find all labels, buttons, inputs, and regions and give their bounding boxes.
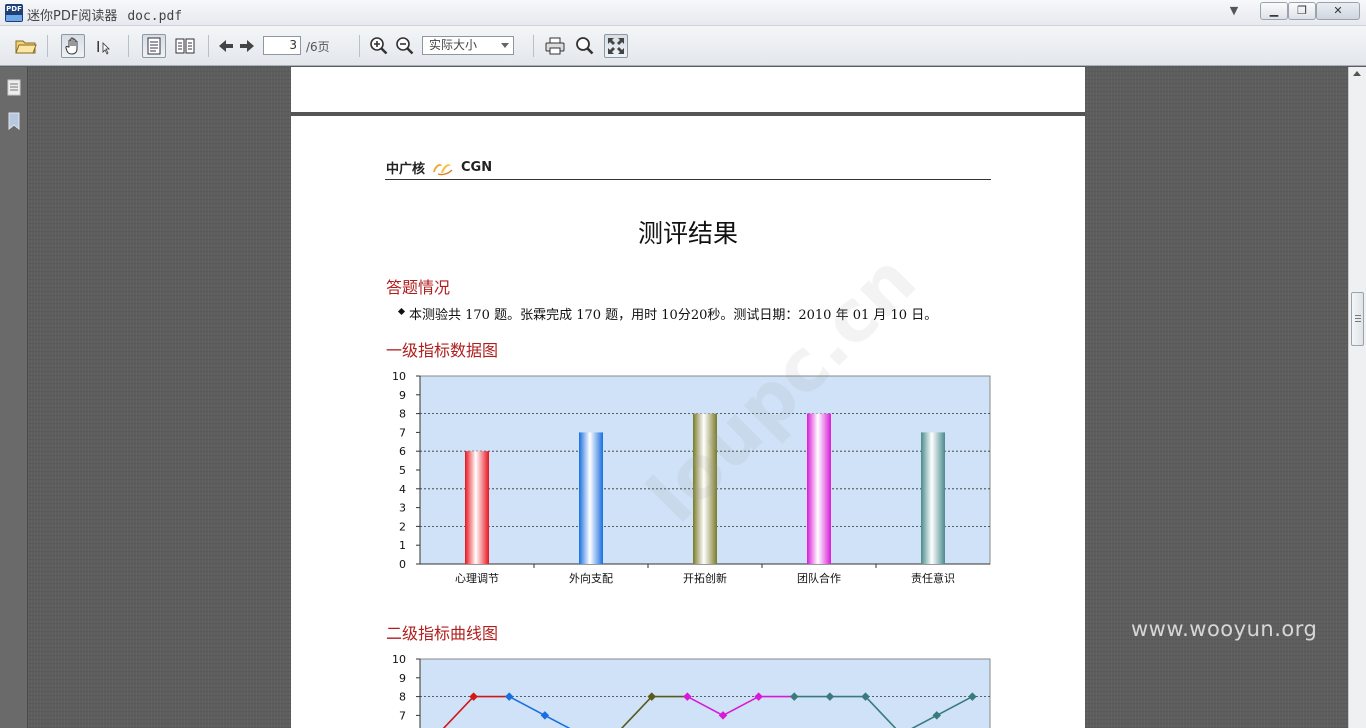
- y-tick-label: 5: [399, 464, 406, 477]
- scrollbar-grip-icon: [1355, 315, 1361, 316]
- two-page-icon[interactable]: [173, 34, 197, 58]
- page-number-input[interactable]: 3: [263, 36, 301, 55]
- line-segment: [508, 695, 546, 717]
- bar-外向支配: [579, 432, 603, 564]
- prev-page-icon[interactable]: [214, 34, 238, 58]
- line-segment: [722, 695, 759, 717]
- open-folder-icon[interactable]: [14, 34, 38, 58]
- file-name: doc.pdf: [127, 9, 183, 24]
- x-tick-label: 开拓创新: [683, 571, 727, 585]
- y-tick-label: 2: [399, 520, 406, 533]
- previous-page-bottom: [291, 67, 1085, 112]
- bookmark-icon[interactable]: [7, 112, 21, 131]
- logo-text-en: CGN: [461, 160, 493, 175]
- window-controls: ▁ ❐ ✕: [1260, 2, 1360, 20]
- level1-bar-chart: 0 1 2 3 4 5 6 7 8 9 10 心理调节 外向支配 开拓创新 团队合作 责任意识: [392, 370, 991, 585]
- toolbar-separator: [359, 35, 360, 57]
- y-tick-label: 8: [399, 691, 406, 704]
- x-tick-label: 责任意识: [911, 571, 955, 585]
- restore-button[interactable]: ❐: [1288, 2, 1316, 20]
- toolbar-separator: [533, 35, 534, 57]
- logo-text-cn: 中广核: [386, 162, 426, 177]
- toolbar: I 3 /6页 实际大小: [0, 26, 1366, 66]
- line-segment: [911, 714, 938, 728]
- left-sidebar: [0, 67, 28, 728]
- level2-line-chart: 7 8 9 10: [392, 653, 991, 728]
- x-tick-label: 外向支配: [569, 571, 613, 585]
- y-tick-label: 1: [399, 539, 406, 552]
- logo-swirl-icon: [433, 163, 453, 175]
- minimize-button[interactable]: ▁: [1260, 2, 1288, 20]
- bar-责任意识: [921, 432, 945, 564]
- line-segment: [544, 714, 571, 728]
- app-icon: PDF: [5, 4, 23, 22]
- bullet-icon: [397, 307, 406, 316]
- bar-团队合作: [807, 413, 831, 564]
- window-menu-icon[interactable]: ▼: [1229, 4, 1239, 17]
- y-tick-label: 9: [399, 672, 406, 685]
- plot-area: [419, 658, 991, 728]
- x-tick-label: 团队合作: [797, 571, 841, 585]
- summary-bullet: 本测验共 170 题。张霖完成 170 题，用时 10分20秒。测试日期：201…: [397, 304, 938, 323]
- y-tick-label: 7: [399, 709, 406, 722]
- next-page-icon[interactable]: [235, 34, 259, 58]
- toolbar-separator: [128, 35, 129, 57]
- zoom-value: 实际大小: [429, 38, 478, 52]
- bar-开拓创新: [693, 413, 717, 564]
- x-tick-label: 心理调节: [455, 572, 499, 585]
- window-title: 迷你PDF阅读器 doc.pdf: [27, 5, 182, 24]
- fullscreen-icon[interactable]: [604, 34, 628, 58]
- y-tick-label: 9: [399, 389, 406, 402]
- pdf-page: 中广核 CGN 测评结果 答题情况 本测验共 170 题。张霖完成 170 题，…: [291, 116, 1085, 728]
- y-tick-label: 0: [399, 558, 406, 571]
- header-rule: [385, 179, 991, 180]
- zoom-out-icon[interactable]: [393, 34, 417, 58]
- line-segment: [936, 695, 973, 717]
- data-point: [469, 692, 478, 701]
- chevron-down-icon: [501, 43, 509, 48]
- hand-tool-icon[interactable]: [61, 34, 85, 58]
- print-icon[interactable]: [543, 34, 567, 58]
- title-bar: PDF 迷你PDF阅读器 doc.pdf ▼ ▁ ❐ ✕: [0, 0, 1366, 26]
- page-separator: [291, 112, 1085, 116]
- y-tick-label: 4: [399, 483, 406, 496]
- y-tick-label: 10: [392, 370, 406, 383]
- scrollbar-thumb[interactable]: [1351, 292, 1364, 346]
- section-heading-level2-chart: 二级指标曲线图: [386, 624, 499, 643]
- zoom-in-icon[interactable]: [367, 34, 391, 58]
- header-logo: 中广核 CGN: [386, 158, 492, 177]
- y-tick-label: 7: [399, 426, 406, 439]
- toolbar-separator: [47, 35, 48, 57]
- toolbar-separator: [208, 35, 209, 57]
- y-tick-label: 3: [399, 502, 406, 515]
- find-icon[interactable]: [573, 34, 597, 58]
- svg-text:I: I: [96, 38, 100, 55]
- select-text-icon[interactable]: I: [92, 34, 116, 58]
- summary-text: 本测验共 170 题。张霖完成 170 题，用时 10分20秒。测试日期：201…: [409, 308, 938, 323]
- section-heading-level1-chart: 一级指标数据图: [386, 341, 499, 360]
- scroll-up-icon[interactable]: [1353, 71, 1361, 76]
- data-point: [505, 692, 514, 701]
- y-tick-label: 6: [399, 445, 406, 458]
- section-heading-answers: 答题情况: [386, 278, 451, 297]
- page-total: /6页: [306, 40, 330, 54]
- bar-心理调节: [465, 451, 489, 564]
- line-segment: [687, 695, 724, 717]
- zoom-select[interactable]: 实际大小: [422, 36, 514, 55]
- document-title: 测评结果: [637, 219, 738, 248]
- app-name: 迷你PDF阅读器: [27, 9, 118, 24]
- thumbnails-icon[interactable]: [7, 79, 21, 96]
- document-viewport[interactable]: 中广核 CGN 测评结果 答题情况 本测验共 170 题。张霖完成 170 题，…: [28, 67, 1348, 728]
- site-watermark: www.wooyun.org: [1131, 617, 1318, 641]
- close-button[interactable]: ✕: [1316, 2, 1360, 20]
- vertical-scrollbar[interactable]: [1348, 67, 1366, 728]
- y-tick-label: 8: [399, 408, 406, 421]
- single-page-icon[interactable]: [142, 34, 166, 58]
- y-tick-label: 10: [392, 653, 406, 666]
